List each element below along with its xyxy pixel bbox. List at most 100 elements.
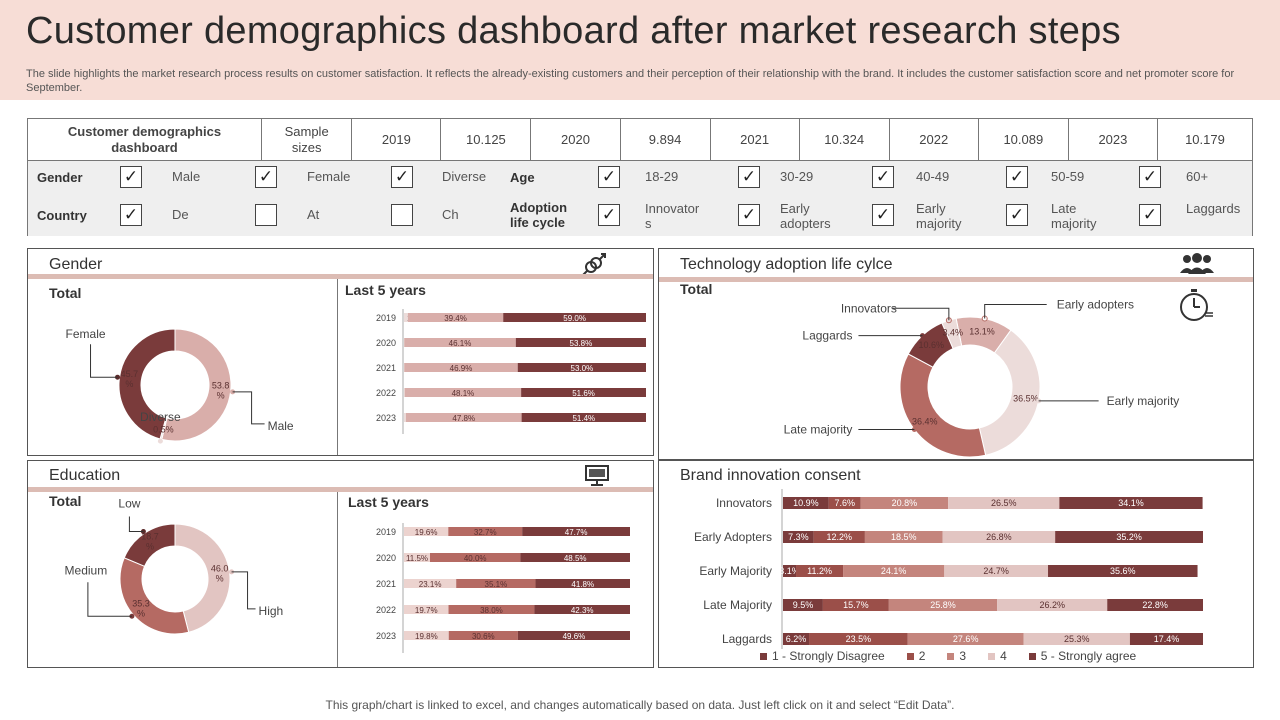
- bar-segment: [456, 579, 536, 588]
- slice-category-label: Late majority: [784, 422, 853, 436]
- slice-value-label: 46.0: [211, 563, 229, 573]
- filter-option-label: Laggards: [1186, 201, 1241, 216]
- filter-checkbox[interactable]: ✓: [598, 204, 620, 226]
- filter-checkbox[interactable]: ✓: [1006, 166, 1028, 188]
- bar-value-label: 27.6%: [953, 634, 979, 644]
- legend-label: 1 - Strongly Disagree: [772, 649, 885, 663]
- bar-segment: [944, 565, 1049, 577]
- filter-checkbox[interactable]: ✓: [872, 166, 894, 188]
- gender-last5-label: Last 5 years: [345, 282, 426, 298]
- bar-segment: [828, 497, 861, 509]
- filter-checkbox[interactable]: ✓: [738, 166, 760, 188]
- legend-item: 2: [906, 649, 926, 663]
- bar-value-label: 11.2%: [807, 566, 832, 576]
- slice-category-label: Medium: [65, 563, 108, 577]
- filter-checkbox[interactable]: ✓: [1139, 166, 1161, 188]
- category-tick-label: Early Majority: [699, 564, 772, 578]
- legend-swatch: [906, 652, 914, 660]
- brand-legend: 1 - Strongly Disagree 2 3 4 5 - Strongly agr…: [760, 649, 1158, 663]
- bar-segment: [796, 565, 844, 577]
- filter-checkbox[interactable]: ✓: [120, 166, 142, 188]
- filter-options: Gender Country Age Adoption life cycle ✓…: [28, 161, 1252, 236]
- bar-segment: [997, 599, 1108, 611]
- slice-category-label: Female: [66, 327, 106, 341]
- slice-category-label: Early adopters: [1057, 298, 1134, 312]
- slice-category-label: Low: [118, 497, 140, 511]
- bar-value-label: 35.1%: [485, 580, 508, 589]
- bar-segment: [783, 633, 810, 645]
- filter-checkbox[interactable]: [255, 204, 277, 226]
- bar-segment: [404, 413, 406, 422]
- filter-checkbox[interactable]: ✓: [738, 204, 760, 226]
- brand-panel-title: Brand innovation consent: [680, 467, 861, 484]
- slice-value-label: 0.5%: [153, 425, 174, 435]
- category-tick-label: Early Adopters: [694, 530, 772, 544]
- bar-value-label: 26.8%: [986, 532, 1012, 542]
- legend-swatch: [988, 652, 996, 660]
- filter-checkbox[interactable]: ✓: [255, 166, 277, 188]
- donut-slice: [119, 557, 190, 635]
- slice-category-label: Laggards: [802, 329, 852, 343]
- sample-value-cell: 10.125: [441, 119, 532, 160]
- filter-option-label: Female: [307, 169, 351, 184]
- category-tick-label: Laggards: [722, 632, 772, 646]
- slice-category-label: Early majority: [1107, 394, 1180, 408]
- bar-segment: [942, 531, 1056, 543]
- bar-value-label: 20.8%: [892, 498, 918, 508]
- filter-checkbox[interactable]: ✓: [120, 204, 142, 226]
- filter-option-label: Late majority: [1051, 201, 1097, 231]
- bar-segment: [1107, 599, 1203, 611]
- donut-slice: [123, 523, 176, 567]
- education-last5-label: Last 5 years: [348, 494, 429, 510]
- gender-filter-label: Gender: [37, 170, 83, 185]
- bar-value-label: 46.9%: [450, 364, 473, 373]
- donut-slice: [118, 328, 176, 440]
- legend-item: 5 - Strongly agree: [1028, 649, 1136, 663]
- filter-option-label: Early adopters: [780, 201, 831, 231]
- legend-label: 3: [959, 649, 967, 663]
- slice-value-label: 18.7: [141, 532, 159, 542]
- bar-value-label: 48.1%: [452, 389, 475, 398]
- bar-value-label: 23.1%: [419, 580, 442, 589]
- bar-value-label: 12.2%: [827, 532, 853, 542]
- leader-line: [90, 344, 118, 378]
- bar-segment: [822, 599, 889, 611]
- year-cell: 2019: [352, 119, 442, 160]
- bar-value-label: 34.1%: [1118, 498, 1144, 508]
- filter-checkbox[interactable]: ✓: [391, 166, 413, 188]
- filter-option-label: At: [307, 207, 320, 222]
- filter-checkbox[interactable]: ✓: [1139, 204, 1161, 226]
- bar-value-label: 17.4%: [1154, 634, 1180, 644]
- year-tick-label: 2022: [376, 388, 396, 398]
- donut-slice: [978, 329, 1041, 456]
- stopwatch-icon: [1180, 289, 1213, 321]
- slice-category-label: Male: [268, 419, 294, 433]
- bar-segment: [520, 553, 630, 562]
- bar-segment: [1048, 565, 1198, 577]
- bar-value-label: 53.8%: [570, 339, 593, 348]
- bar-value-label: 46.1%: [449, 339, 472, 348]
- year-tick-label: 2022: [376, 605, 396, 615]
- bar-segment: [404, 579, 457, 588]
- bar-segment: [521, 413, 646, 422]
- filter-checkbox[interactable]: ✓: [598, 166, 620, 188]
- bar-value-label: 7.6%: [834, 498, 855, 508]
- filter-checkbox[interactable]: ✓: [872, 204, 894, 226]
- year-cell: 2023: [1069, 119, 1158, 160]
- legend-label: 2: [918, 649, 926, 663]
- leader-line: [892, 307, 950, 321]
- age-filter-label: Age: [510, 170, 535, 185]
- filters-table: Customer demographics dashboard Sample si…: [27, 118, 1253, 236]
- filter-option-label: 40-49: [916, 169, 950, 184]
- filter-checkbox[interactable]: [391, 204, 413, 226]
- bar-value-label: 51.6%: [572, 389, 595, 398]
- bar-value-label: 9.5%: [793, 600, 814, 610]
- panel-divider: [28, 274, 653, 279]
- slice-category-label: Diverse: [140, 410, 181, 424]
- filter-checkbox[interactable]: ✓: [1006, 204, 1028, 226]
- bar-segment: [404, 631, 449, 640]
- bar-value-label: 23.5%: [846, 634, 872, 644]
- filter-option-label: 60+: [1186, 169, 1209, 184]
- legend-item: 3: [947, 649, 966, 663]
- bar-value-label: 38.0%: [480, 606, 503, 615]
